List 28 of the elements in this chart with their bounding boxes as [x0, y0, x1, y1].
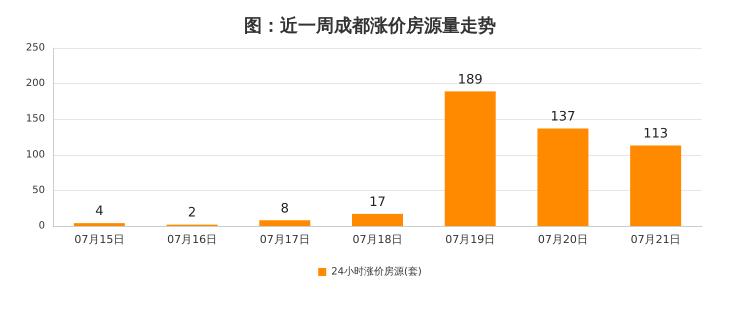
data-label: 189 [458, 72, 483, 88]
data-label: 137 [550, 109, 576, 124]
bar [630, 146, 682, 226]
legend-label: 24小时涨价房源(套) [331, 266, 422, 278]
x-tick-label: 07月19日 [445, 233, 496, 246]
x-tick-label: 07月15日 [74, 233, 124, 246]
data-label: 8 [280, 201, 289, 216]
y-tick-label: 150 [26, 114, 45, 125]
y-tick-label: 0 [38, 220, 45, 232]
bar [352, 214, 403, 226]
bar [259, 220, 310, 226]
y-tick-label: 100 [26, 149, 45, 160]
y-tick-label: 250 [26, 42, 45, 54]
data-label: 2 [188, 206, 196, 221]
x-tick-label: 07月21日 [630, 233, 681, 246]
bar [444, 91, 496, 226]
chart-title: 图：近一周成都涨价房源量走势 [244, 16, 496, 36]
bar [537, 128, 588, 226]
x-tick-label: 07月18日 [352, 233, 402, 246]
data-label: 17 [369, 194, 386, 210]
x-tick-label: 07月20日 [538, 233, 588, 246]
bar [74, 223, 125, 226]
data-label: 4 [95, 204, 104, 220]
x-tick-label: 07月17日 [260, 233, 310, 246]
data-label: 113 [643, 126, 668, 142]
y-tick-label: 50 [32, 184, 45, 196]
x-tick-label: 07月16日 [167, 233, 218, 246]
y-tick-label: 200 [26, 78, 45, 90]
